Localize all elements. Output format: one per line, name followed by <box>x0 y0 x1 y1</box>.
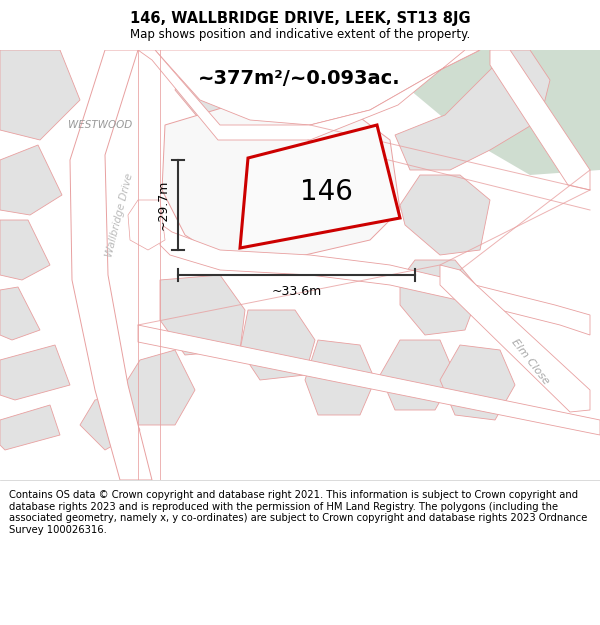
Polygon shape <box>240 310 315 380</box>
Polygon shape <box>440 265 590 412</box>
Text: ~377m²/~0.093ac.: ~377m²/~0.093ac. <box>198 69 401 88</box>
Polygon shape <box>380 340 455 410</box>
Text: WESTWOOD: WESTWOOD <box>68 120 132 130</box>
Polygon shape <box>400 260 480 335</box>
Text: Contains OS data © Crown copyright and database right 2021. This information is : Contains OS data © Crown copyright and d… <box>9 490 587 535</box>
Text: 146: 146 <box>300 178 353 206</box>
Polygon shape <box>120 350 195 425</box>
Polygon shape <box>155 50 480 125</box>
Polygon shape <box>255 50 340 125</box>
Polygon shape <box>138 325 600 435</box>
Text: ~29.7m: ~29.7m <box>157 180 170 230</box>
Polygon shape <box>0 405 60 450</box>
Text: ~33.6m: ~33.6m <box>271 285 322 298</box>
Text: Elm Close: Elm Close <box>509 338 551 387</box>
Polygon shape <box>0 345 70 400</box>
Polygon shape <box>160 275 245 355</box>
Polygon shape <box>400 175 490 255</box>
Text: 146, WALLBRIDGE DRIVE, LEEK, ST13 8JG: 146, WALLBRIDGE DRIVE, LEEK, ST13 8JG <box>130 11 470 26</box>
Polygon shape <box>80 395 140 450</box>
Polygon shape <box>305 340 375 415</box>
Polygon shape <box>138 50 480 140</box>
Polygon shape <box>70 50 152 480</box>
Polygon shape <box>395 50 550 170</box>
Text: Map shows position and indicative extent of the property.: Map shows position and indicative extent… <box>130 28 470 41</box>
Polygon shape <box>162 95 400 270</box>
Polygon shape <box>175 50 265 125</box>
Polygon shape <box>0 287 40 340</box>
Polygon shape <box>240 125 400 248</box>
Polygon shape <box>160 225 590 335</box>
Polygon shape <box>440 345 515 420</box>
Polygon shape <box>490 50 590 190</box>
Polygon shape <box>0 145 62 215</box>
Polygon shape <box>128 200 165 250</box>
Polygon shape <box>330 50 600 175</box>
Text: Wallbridge Drive: Wallbridge Drive <box>105 172 135 258</box>
Polygon shape <box>0 50 80 140</box>
Polygon shape <box>0 220 50 280</box>
